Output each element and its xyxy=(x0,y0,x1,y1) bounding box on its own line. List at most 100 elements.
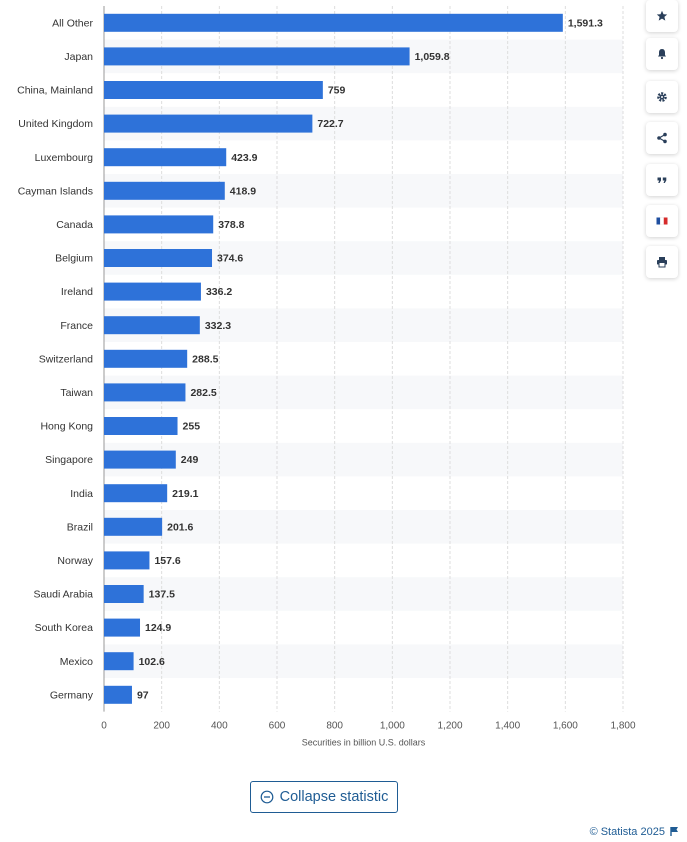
bar xyxy=(104,282,201,301)
category-label: India xyxy=(70,488,93,500)
value-label: 137.5 xyxy=(149,589,175,601)
bell-icon xyxy=(658,49,666,60)
row-stripe xyxy=(104,577,623,611)
x-tick-label: 0 xyxy=(101,721,107,732)
category-label: Mexico xyxy=(60,656,93,668)
category-label: France xyxy=(60,320,93,332)
bar xyxy=(104,652,134,671)
value-label: 722.7 xyxy=(317,118,343,130)
x-tick-label: 400 xyxy=(211,721,228,732)
category-label: Belgium xyxy=(55,253,93,265)
favorite-button[interactable] xyxy=(646,0,678,32)
quote-icon xyxy=(657,177,667,183)
notification-button[interactable] xyxy=(646,38,678,70)
value-label: 124.9 xyxy=(145,622,171,634)
value-label: 288.5 xyxy=(192,353,218,365)
bar xyxy=(104,349,188,368)
copyright-text: © Statista 2025 xyxy=(589,826,665,838)
bar xyxy=(104,618,141,637)
bar xyxy=(104,215,214,234)
bar xyxy=(104,517,163,536)
category-label: Japan xyxy=(64,51,93,63)
category-label: Switzerland xyxy=(39,353,93,365)
value-label: 219.1 xyxy=(172,488,198,500)
x-tick-label: 1,200 xyxy=(437,721,462,732)
bar xyxy=(104,383,186,402)
category-label: Taiwan xyxy=(60,387,93,399)
bar xyxy=(104,181,225,200)
category-label: Norway xyxy=(57,555,93,567)
gear-icon xyxy=(657,92,667,102)
category-label: Luxembourg xyxy=(35,152,94,164)
x-tick-label: 1,800 xyxy=(610,721,635,732)
category-label: South Korea xyxy=(35,622,94,634)
value-label: 332.3 xyxy=(205,320,231,332)
category-label: United Kingdom xyxy=(18,118,93,130)
category-label: Canada xyxy=(56,219,93,231)
star-icon xyxy=(656,10,668,21)
value-label: 255 xyxy=(183,421,201,433)
bar xyxy=(104,484,168,503)
x-tick-label: 800 xyxy=(326,721,343,732)
bar xyxy=(104,13,563,32)
bar xyxy=(104,585,144,603)
bar xyxy=(104,450,176,469)
bar xyxy=(104,81,323,99)
category-label: Hong Kong xyxy=(40,421,93,433)
category-label: All Other xyxy=(52,17,93,29)
value-label: 102.6 xyxy=(139,656,165,668)
value-label: 336.2 xyxy=(206,286,232,298)
value-label: 374.6 xyxy=(217,253,243,265)
category-label: Cayman Islands xyxy=(18,185,93,197)
bar xyxy=(104,551,150,570)
value-label: 759 xyxy=(328,85,346,97)
value-label: 201.6 xyxy=(167,521,193,533)
category-label: Saudi Arabia xyxy=(33,589,93,601)
bar xyxy=(104,685,132,704)
row-stripe xyxy=(104,442,623,477)
value-label: 157.6 xyxy=(154,555,180,567)
bar xyxy=(104,417,178,435)
bar xyxy=(104,47,410,66)
category-label: Germany xyxy=(50,689,94,701)
share-button[interactable] xyxy=(646,122,678,154)
minus-circle-icon xyxy=(260,790,273,804)
share-icon xyxy=(657,132,667,144)
bar xyxy=(104,148,227,167)
category-label: China, Mainland xyxy=(17,85,93,97)
french-flag-icon xyxy=(656,217,668,225)
chart-area: All Other 1,591.3 Japan 1,059.8 China, Mainl… xyxy=(17,6,636,748)
row-stripe xyxy=(104,375,623,410)
bar xyxy=(104,316,200,335)
bar-chart: All Other 1,591.3 Japan 1,059.8 China, Mainl… xyxy=(17,6,636,748)
x-tick-label: 200 xyxy=(153,721,170,732)
row-stripe xyxy=(104,510,623,544)
value-label: 423.9 xyxy=(231,152,257,164)
x-tick-label: 1,600 xyxy=(553,721,578,732)
collapse-label: Collapse statistic xyxy=(279,789,389,805)
x-tick-label: 1,000 xyxy=(380,721,405,732)
language-button[interactable] xyxy=(646,205,678,237)
category-label: Ireland xyxy=(61,286,93,298)
collapse-statistic-button[interactable]: Collapse statistic xyxy=(250,781,398,813)
print-button[interactable] xyxy=(646,246,678,278)
bar xyxy=(104,249,213,267)
x-axis-title: Securities in billion U.S. dollars xyxy=(302,738,426,748)
x-tick-label: 1,400 xyxy=(495,721,520,732)
cite-button[interactable] xyxy=(646,164,678,196)
value-label: 418.9 xyxy=(230,185,256,197)
x-tick-label: 600 xyxy=(269,721,286,732)
flag-icon xyxy=(670,827,678,836)
category-label: Brazil xyxy=(67,521,93,533)
value-label: 1,591.3 xyxy=(568,17,603,29)
value-label: 282.5 xyxy=(190,387,216,399)
value-label: 97 xyxy=(137,689,149,701)
copyright[interactable]: © Statista 2025 xyxy=(590,826,679,838)
settings-button[interactable] xyxy=(646,81,678,113)
category-label: Singapore xyxy=(45,454,93,466)
row-stripe xyxy=(104,644,623,678)
bar xyxy=(104,114,313,133)
value-label: 378.8 xyxy=(218,219,244,231)
value-label: 1,059.8 xyxy=(415,51,450,63)
printer-icon xyxy=(657,257,667,268)
